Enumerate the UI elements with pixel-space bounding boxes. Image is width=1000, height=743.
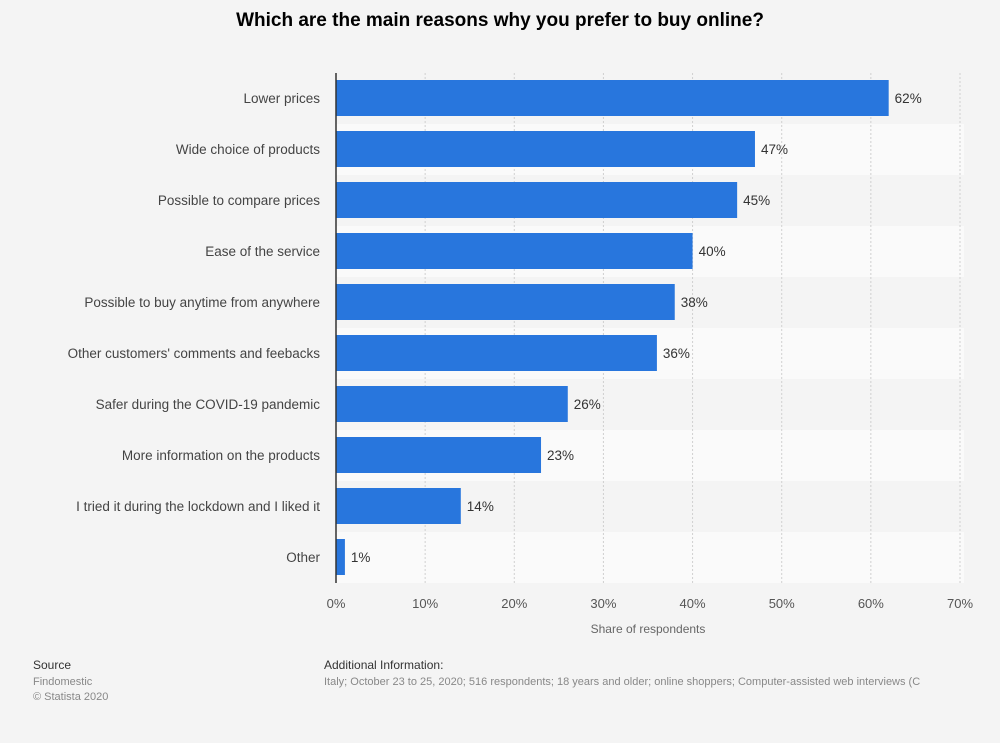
chart-title: Which are the main reasons why you prefe… bbox=[236, 10, 764, 31]
category-label: I tried it during the lockdown and I lik… bbox=[76, 499, 320, 514]
category-label: Other bbox=[286, 550, 320, 565]
x-tick-label: 40% bbox=[680, 596, 706, 611]
bar bbox=[336, 182, 738, 218]
category-label: Wide choice of products bbox=[176, 142, 320, 157]
bar bbox=[336, 386, 568, 422]
value-label: 1% bbox=[351, 550, 371, 565]
category-label: Safer during the COVID-19 pandemic bbox=[96, 397, 321, 412]
x-tick-label: 20% bbox=[501, 596, 527, 611]
x-tick-label: 10% bbox=[412, 596, 438, 611]
source-text[interactable]: Findomestic bbox=[33, 676, 93, 688]
bar bbox=[336, 539, 345, 575]
x-tick-label: 70% bbox=[947, 596, 973, 611]
x-tick-label: 50% bbox=[769, 596, 795, 611]
bar bbox=[336, 335, 657, 371]
bar-chart: 0% 10% 20% 30% 40% 50% 60% 70% Lower prices 62% Wi… bbox=[68, 73, 973, 636]
x-tick-label: 30% bbox=[590, 596, 616, 611]
additional-info-text: Italy; October 23 to 25, 2020; 516 respo… bbox=[324, 676, 921, 688]
value-label: 23% bbox=[547, 448, 574, 463]
row-band bbox=[336, 532, 964, 583]
category-label: More information on the products bbox=[122, 448, 320, 463]
x-tick-label: 0% bbox=[327, 596, 346, 611]
bar bbox=[336, 131, 755, 167]
bar bbox=[336, 233, 693, 269]
source-label: Source bbox=[33, 658, 72, 672]
copyright: © Statista 2020 bbox=[33, 691, 109, 703]
category-label: Ease of the service bbox=[205, 244, 320, 259]
value-label: 62% bbox=[895, 91, 922, 106]
value-label: 36% bbox=[663, 346, 690, 361]
value-label: 47% bbox=[761, 142, 788, 157]
bar bbox=[336, 80, 889, 116]
value-label: 38% bbox=[681, 295, 708, 310]
bar bbox=[336, 437, 542, 473]
x-axis-title: Share of respondents bbox=[591, 622, 706, 636]
value-label: 40% bbox=[699, 244, 726, 259]
value-label: 45% bbox=[743, 193, 770, 208]
additional-info-label: Additional Information: bbox=[324, 658, 444, 672]
category-label: Lower prices bbox=[243, 91, 320, 106]
category-label: Other customers' comments and feebacks bbox=[68, 346, 321, 361]
category-label: Possible to compare prices bbox=[158, 193, 320, 208]
value-label: 14% bbox=[467, 499, 494, 514]
value-label: 26% bbox=[574, 397, 601, 412]
x-tick-label: 60% bbox=[858, 596, 884, 611]
bar bbox=[336, 284, 675, 320]
category-label: Possible to buy anytime from anywhere bbox=[84, 295, 320, 310]
bar bbox=[336, 488, 461, 524]
